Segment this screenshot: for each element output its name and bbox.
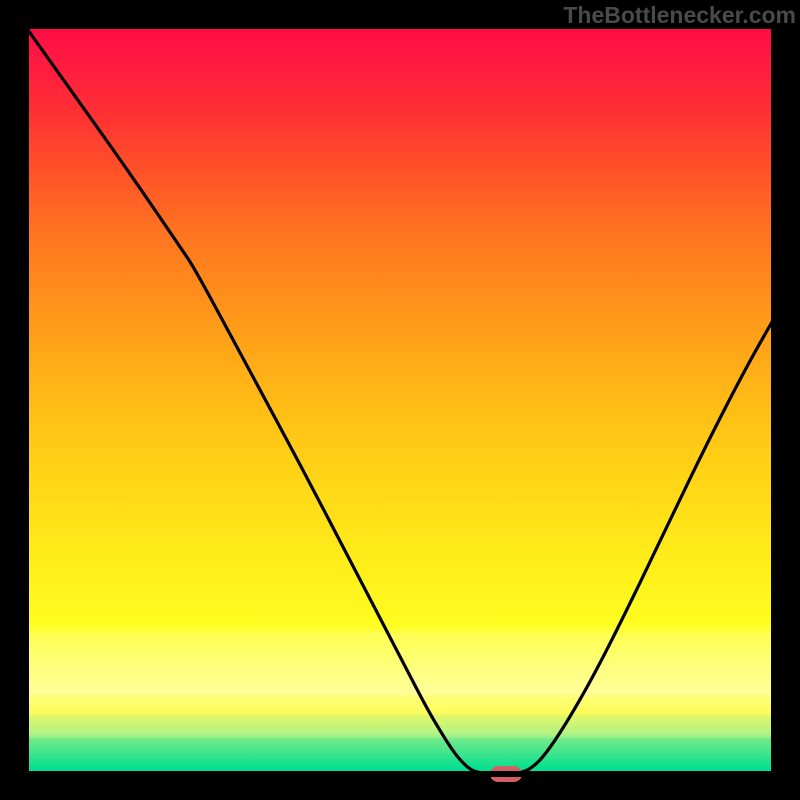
plot-background xyxy=(23,23,777,777)
plot-area xyxy=(23,23,777,777)
canvas: TheBottlenecker.com xyxy=(0,0,800,800)
